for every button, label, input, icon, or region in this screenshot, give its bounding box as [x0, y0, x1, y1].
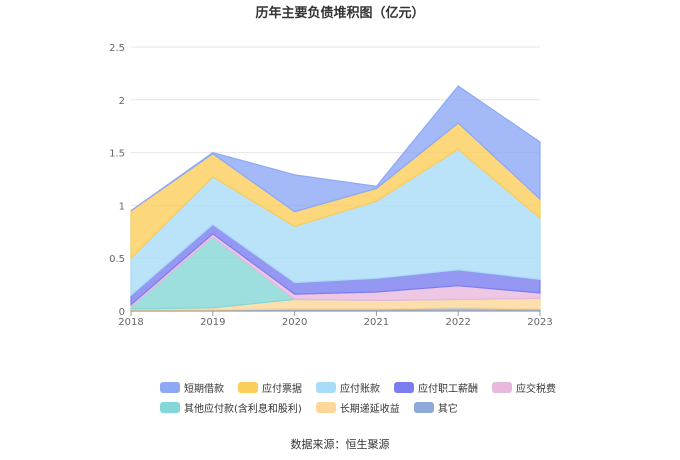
- legend-label: 其它: [437, 403, 458, 415]
- legend-swatch: [316, 381, 336, 393]
- x-tick-label: 2021: [364, 317, 389, 328]
- legend-item[interactable]: 其它: [413, 400, 458, 415]
- y-tick-label: 2: [119, 96, 125, 107]
- axes: 0 0.5 1 1.5 2 2.5 2018 2019 2020 2021 2022 2023: [109, 43, 553, 328]
- stacked-area-chart: 历年主要负债堆积图（亿元） 0 0.5 1 1.5 2 2.5 2018 2019 2020 20…: [109, 5, 553, 328]
- area-series: [130, 85, 541, 213]
- legend-row: 短期借款 应付票据 应付账款 应付职工薪酬 应交税费: [160, 377, 580, 397]
- legend-swatch: [160, 401, 180, 413]
- y-tick-label: 2.5: [109, 43, 125, 54]
- legend-label: 应交税费: [516, 383, 556, 395]
- legend-swatch: [160, 381, 180, 393]
- legend-item[interactable]: 应交税费: [492, 380, 556, 395]
- x-tick-label: 2020: [282, 317, 307, 328]
- area-series-group: [130, 85, 541, 312]
- legend-label: 短期借款: [184, 383, 224, 395]
- x-tick-label: 2023: [527, 317, 552, 328]
- source-note: 数据来源：恒生聚源: [290, 438, 390, 451]
- legend-label: 应付票据: [262, 383, 302, 395]
- legend-label: 长期递延收益: [339, 403, 400, 415]
- legend-item[interactable]: 应付职工薪酬: [394, 380, 478, 395]
- legend-swatch: [492, 381, 512, 393]
- y-tick-label: 1: [119, 201, 125, 212]
- legend-item[interactable]: 应付票据: [238, 380, 302, 395]
- legend-item[interactable]: 应付账款: [316, 380, 380, 395]
- legend-label: 其他应付款(含利息和股利): [184, 403, 302, 415]
- legend-row: 其他应付款(含利息和股利) 长期递延收益 其它: [160, 397, 580, 417]
- chart-title: 历年主要负债堆积图（亿元）: [255, 5, 424, 21]
- legend: 短期借款 应付票据 应付账款 应付职工薪酬 应交税费其他应付款(含利息和股利) 长期递延收…: [160, 377, 580, 417]
- y-tick-label: 0: [119, 307, 125, 318]
- y-tick-label: 0.5: [109, 254, 125, 265]
- y-tick-label: 1.5: [109, 149, 125, 160]
- legend-item[interactable]: 其他应付款(含利息和股利): [160, 400, 302, 415]
- x-tick-label: 2018: [118, 317, 143, 328]
- legend-swatch: [394, 381, 414, 393]
- legend-swatch: [413, 401, 434, 413]
- legend-item[interactable]: 短期借款: [160, 380, 224, 395]
- legend-swatch: [238, 381, 258, 393]
- legend-label: 应付账款: [340, 383, 380, 395]
- x-tick-label: 2019: [200, 317, 225, 328]
- legend-label: 应付职工薪酬: [418, 383, 478, 395]
- x-tick-label: 2022: [445, 317, 470, 328]
- legend-item[interactable]: 长期递延收益: [315, 400, 400, 415]
- legend-swatch: [315, 401, 336, 413]
